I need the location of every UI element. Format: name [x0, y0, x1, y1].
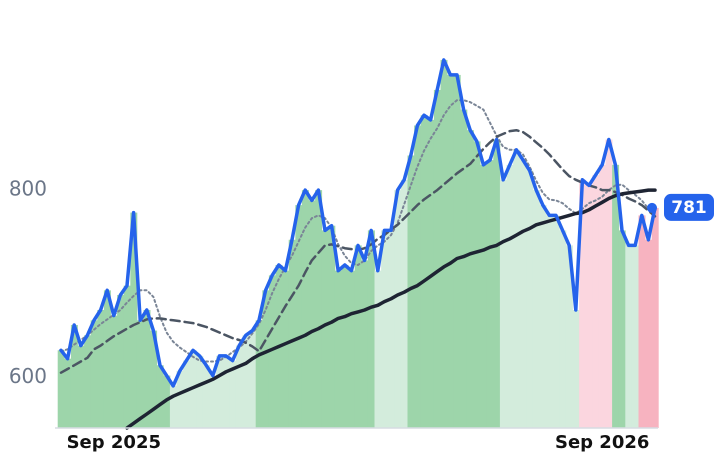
area-column: [651, 207, 659, 428]
area-column: [103, 290, 111, 428]
area-column: [315, 190, 323, 428]
area-column: [361, 260, 369, 428]
area-column: [506, 164, 514, 428]
area-column: [229, 360, 237, 428]
area-column: [394, 190, 402, 428]
area-column: [130, 212, 138, 428]
area-column: [196, 355, 204, 428]
area-column: [572, 309, 580, 428]
area-column: [156, 365, 164, 428]
area-column: [499, 179, 507, 428]
area-column: [486, 160, 494, 428]
area-column: [592, 175, 600, 428]
area-column: [216, 355, 224, 428]
area-column: [334, 270, 342, 428]
area-column: [202, 365, 210, 428]
area-column: [447, 74, 455, 429]
area-column: [268, 275, 276, 428]
area-column: [308, 200, 316, 428]
area-column: [176, 370, 184, 428]
area-column: [552, 215, 560, 428]
area-column: [387, 230, 395, 428]
area-column: [532, 190, 540, 428]
area-column: [559, 230, 567, 428]
area-column: [519, 160, 527, 428]
area-column: [546, 215, 554, 428]
area-column: [321, 230, 329, 428]
area-column: [354, 245, 362, 428]
area-column: [598, 164, 606, 428]
area-column: [579, 179, 587, 428]
area-column: [605, 139, 613, 428]
area-column: [57, 350, 65, 428]
area-column: [249, 330, 257, 428]
area-column: [460, 109, 468, 428]
area-column: [64, 358, 72, 428]
area-column: [117, 295, 125, 428]
area-column: [328, 225, 336, 428]
x-tick-label: Sep 2026: [555, 432, 649, 453]
area-column: [625, 245, 633, 428]
area-column: [341, 265, 349, 428]
area-column: [295, 205, 303, 428]
y-tick-label: 600: [9, 364, 47, 388]
area-column: [183, 360, 191, 428]
line: [60, 99, 656, 363]
area-column: [150, 330, 158, 428]
value-badge: [664, 193, 714, 221]
area-column: [348, 270, 356, 428]
area-column: [70, 324, 78, 428]
area-column: [222, 355, 230, 428]
area-column: [242, 335, 250, 428]
area-column: [381, 230, 389, 428]
area-column: [169, 385, 177, 428]
area-column: [282, 270, 290, 428]
area-column: [255, 320, 263, 428]
line: [125, 188, 657, 430]
area-column: [110, 315, 118, 428]
area-column: [90, 320, 98, 428]
area-column: [123, 285, 131, 428]
area-column: [420, 115, 428, 428]
area-column: [235, 345, 243, 428]
area-column: [400, 179, 408, 428]
area-column: [97, 309, 105, 428]
area-column: [143, 309, 151, 428]
line: [59, 58, 657, 388]
area-column: [288, 239, 296, 428]
area-column: [480, 164, 488, 428]
last-point: [647, 202, 657, 213]
area-column: [84, 335, 92, 428]
area-column: [77, 345, 85, 428]
area-column: [209, 375, 217, 428]
area-column: [414, 125, 422, 429]
area-column: [612, 164, 620, 428]
area-column: [427, 119, 435, 428]
area-column: [453, 74, 461, 429]
area-column: [585, 185, 593, 428]
x-tick-label: Sep 2025: [67, 432, 161, 453]
area-column: [433, 89, 441, 429]
area-column: [136, 320, 144, 428]
area-column: [367, 230, 375, 428]
area-column: [466, 130, 474, 428]
area-column: [638, 215, 646, 428]
value-label: 781: [671, 198, 707, 218]
area-column: [473, 141, 481, 428]
area-column: [645, 239, 653, 428]
area-column: [440, 59, 448, 429]
area-column: [493, 139, 501, 428]
area-column: [526, 170, 534, 429]
area-column: [539, 205, 547, 428]
y-tick-label: 800: [9, 177, 47, 201]
area-column: [407, 155, 415, 429]
area-column: [513, 149, 521, 428]
area-column: [631, 245, 639, 428]
area-column: [262, 290, 270, 428]
area-column: [618, 230, 626, 428]
area-column: [374, 270, 382, 428]
area-column: [565, 245, 573, 428]
area-column: [301, 190, 309, 428]
